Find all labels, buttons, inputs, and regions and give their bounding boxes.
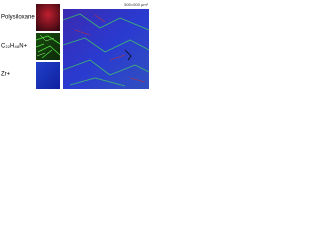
page: Polysiloxane C₂₂H₄₈N+ Zr+ 500×500 µm² ((… [0, 0, 150, 91]
overlay-panel [62, 9, 150, 89]
figure: Polysiloxane C₂₂H₄₈N+ Zr+ 500×500 µm² [1, 2, 150, 89]
green-panel [35, 33, 61, 60]
panel-label: C₂₂H₄₈N+ [1, 44, 28, 50]
red-panel [36, 4, 60, 31]
scale-label: 500×500 µm² [124, 2, 148, 7]
panel-label: Polysiloxane [1, 15, 35, 21]
panel-label: Zr+ [1, 72, 11, 78]
blue-panel [36, 62, 60, 89]
